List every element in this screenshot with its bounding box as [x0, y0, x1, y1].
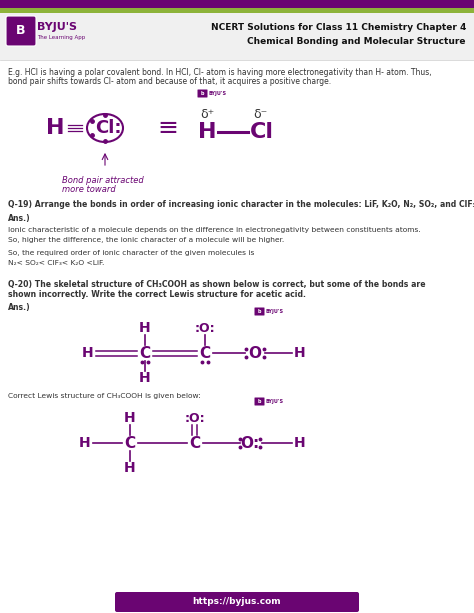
Text: Ionic characteristic of a molecule depends on the difference in electronegativit: Ionic characteristic of a molecule depen…	[8, 227, 421, 233]
Text: Bond pair attracted: Bond pair attracted	[62, 176, 144, 185]
Text: Q-19) Arrange the bonds in order of increasing ionic character in the molecules:: Q-19) Arrange the bonds in order of incr…	[8, 200, 474, 209]
Text: So, higher the difference, the ionic character of a molecule will be higher.: So, higher the difference, the ionic cha…	[8, 237, 284, 243]
Text: The Learning App: The Learning App	[37, 36, 85, 40]
FancyBboxPatch shape	[198, 89, 208, 97]
Text: H: H	[294, 436, 306, 450]
Text: Chemical Bonding and Molecular Structure: Chemical Bonding and Molecular Structure	[247, 37, 466, 47]
Text: Cl:: Cl:	[95, 119, 121, 137]
Text: shown incorrectly. Write the correct Lewis structure for acetic acid.: shown incorrectly. Write the correct Lew…	[8, 290, 306, 299]
Text: H: H	[124, 411, 136, 425]
Text: So, the required order of ionic character of the given molecules is: So, the required order of ionic characte…	[8, 250, 255, 256]
Text: b: b	[258, 399, 261, 404]
Text: BYJU'S: BYJU'S	[37, 22, 77, 32]
Text: bond pair shifts towards Cl- atom and because of that, it acquires a positive ch: bond pair shifts towards Cl- atom and be…	[8, 77, 331, 86]
Text: more toward: more toward	[62, 185, 116, 194]
Text: H: H	[82, 346, 94, 360]
Text: C: C	[200, 346, 210, 360]
Text: H: H	[198, 122, 216, 142]
Text: b: b	[201, 91, 204, 96]
FancyBboxPatch shape	[0, 8, 474, 13]
Text: ≡: ≡	[157, 116, 179, 140]
Text: H: H	[46, 118, 64, 138]
Text: δ⁺: δ⁺	[200, 107, 214, 121]
FancyBboxPatch shape	[6, 16, 36, 46]
Text: :O:: :O:	[195, 321, 215, 335]
Text: δ⁻: δ⁻	[253, 107, 267, 121]
Text: O:: O:	[240, 435, 260, 451]
Text: BYJU'S: BYJU'S	[266, 399, 284, 404]
Text: Ans.): Ans.)	[8, 303, 31, 312]
Text: Ans.): Ans.)	[8, 214, 31, 223]
Text: Q-20) The skeletal structure of CH₃COOH as shown below is correct, but some of t: Q-20) The skeletal structure of CH₃COOH …	[8, 280, 426, 289]
Text: N₂< SO₂< ClF₃< K₂O <LiF.: N₂< SO₂< ClF₃< K₂O <LiF.	[8, 260, 104, 266]
Text: H: H	[139, 321, 151, 335]
Text: H: H	[294, 346, 306, 360]
FancyBboxPatch shape	[115, 592, 359, 612]
Text: BYJU'S: BYJU'S	[209, 91, 227, 96]
Text: H: H	[139, 371, 151, 385]
Text: Correct Lewis structure of CH₃COOH is given below:: Correct Lewis structure of CH₃COOH is gi…	[8, 393, 201, 399]
Text: E.g. HCl is having a polar covalent bond. In HCl, Cl- atom is having more electr: E.g. HCl is having a polar covalent bond…	[8, 68, 432, 77]
Text: C: C	[125, 435, 136, 451]
FancyBboxPatch shape	[255, 397, 264, 406]
Text: BYJU'S: BYJU'S	[266, 309, 284, 314]
Text: H: H	[124, 461, 136, 475]
FancyBboxPatch shape	[0, 0, 474, 8]
Text: C: C	[139, 346, 151, 360]
Text: NCERT Solutions for Class 11 Chemistry Chapter 4: NCERT Solutions for Class 11 Chemistry C…	[210, 23, 466, 32]
FancyBboxPatch shape	[255, 308, 264, 316]
Text: :O:: :O:	[185, 411, 205, 424]
Text: b: b	[258, 309, 261, 314]
Text: Cl: Cl	[250, 122, 274, 142]
Text: H: H	[79, 436, 91, 450]
Text: C: C	[190, 435, 201, 451]
Text: O: O	[248, 346, 262, 360]
Text: B: B	[16, 25, 26, 37]
Text: https://byjus.com: https://byjus.com	[193, 598, 281, 606]
FancyBboxPatch shape	[0, 13, 474, 60]
